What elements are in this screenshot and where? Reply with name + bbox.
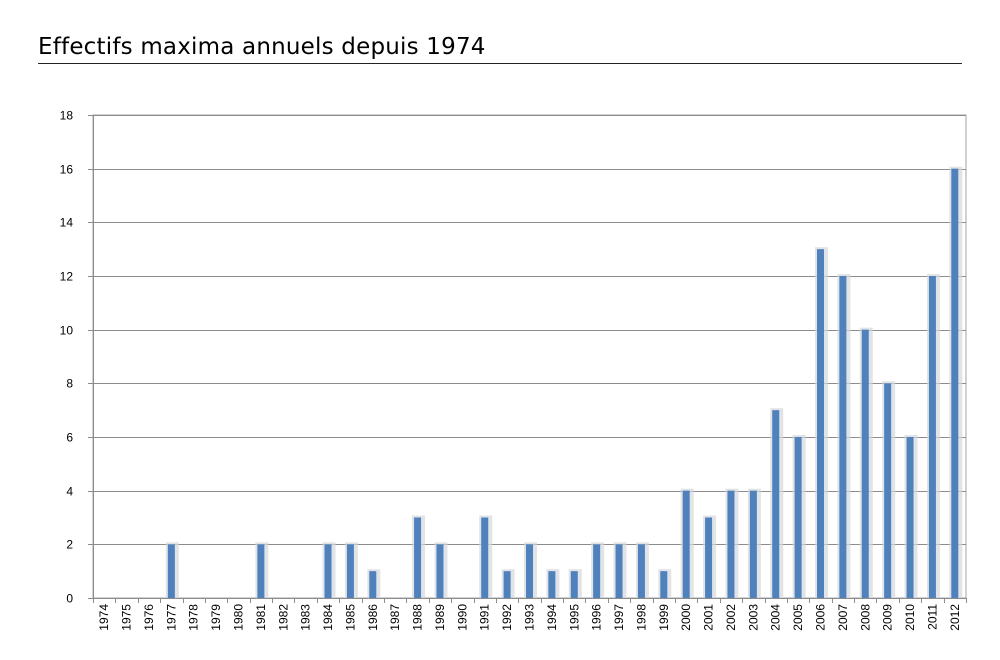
gridlines	[93, 115, 966, 545]
x-tick-label: 2002	[724, 604, 738, 631]
x-tick-label: 1974	[97, 604, 111, 631]
bar-1991	[481, 517, 489, 598]
x-tick-label: 1988	[411, 604, 425, 631]
x-tick-label: 2001	[702, 604, 716, 631]
bar-1977	[167, 544, 175, 598]
y-tick-label: 18	[60, 109, 74, 123]
bar-1999	[660, 571, 668, 598]
x-tick-label: 1975	[120, 604, 134, 631]
x-tick-label: 1976	[142, 604, 156, 631]
x-tick-label: 1986	[366, 604, 380, 631]
bar-1994	[548, 571, 556, 598]
bar-2006	[817, 249, 824, 598]
title-underline	[38, 63, 962, 64]
bars	[165, 166, 963, 598]
bar-1989	[436, 544, 444, 598]
x-tick-label: 1981	[254, 604, 268, 631]
x-tick-label: 2005	[791, 604, 805, 631]
bar-2005	[794, 437, 802, 598]
x-tick-label: 2000	[679, 604, 693, 631]
y-axis-ticks: 0 2 4 6 8 10 12 14 16 18	[60, 109, 93, 606]
bar-2002	[727, 490, 735, 598]
bar-1984	[324, 544, 332, 598]
y-tick-label: 6	[66, 431, 73, 445]
x-tick-label: 1985	[343, 604, 357, 631]
y-tick-label: 12	[60, 270, 74, 284]
x-tick-label: 1989	[433, 604, 447, 631]
x-tick-label: 1984	[321, 604, 335, 631]
x-tick-label: 2004	[769, 604, 783, 631]
bar-1995	[570, 571, 578, 598]
y-tick-label: 14	[60, 216, 74, 230]
x-tick-label: 1992	[500, 604, 514, 631]
bar-2011	[928, 276, 936, 598]
bar-1996	[593, 544, 601, 598]
x-tick-label: 1982	[276, 604, 290, 631]
bar-1992	[503, 571, 511, 598]
bar-2003	[749, 490, 757, 598]
x-axis-ticks: 1974 1975 1976 1977 1978 1979 1980 1981 1982 1983…	[93, 598, 967, 631]
bar-1988	[414, 517, 422, 598]
x-tick-label: 1997	[612, 604, 626, 631]
bar-1997	[615, 544, 623, 598]
x-tick-label: 1977	[164, 604, 178, 631]
y-tick-label: 0	[66, 592, 73, 606]
x-tick-label: 2007	[836, 604, 850, 631]
x-tick-label: 1990	[455, 604, 469, 631]
x-tick-label: 1991	[478, 604, 492, 631]
plot-area-border	[92, 114, 967, 599]
bar-2010	[906, 437, 914, 598]
x-tick-label: 1987	[388, 604, 402, 631]
x-tick-label: 2006	[814, 604, 828, 631]
x-tick-label: 1980	[232, 604, 246, 631]
x-tick-label: 2012	[948, 604, 962, 631]
x-tick-label: 1978	[187, 604, 201, 631]
x-tick-label: 1998	[634, 604, 648, 631]
x-tick-label: 1996	[590, 604, 604, 631]
x-tick-label: 2008	[858, 604, 872, 631]
y-tick-label: 16	[60, 163, 74, 177]
bar-2004	[772, 410, 780, 598]
x-tick-label: 2010	[903, 604, 917, 631]
bar-2007	[839, 276, 847, 598]
x-tick-label: 2009	[881, 604, 895, 631]
bar-1981	[257, 544, 265, 598]
x-tick-label: 2011	[925, 604, 939, 630]
x-tick-label: 2003	[746, 604, 760, 631]
bar-2001	[705, 517, 713, 598]
x-tick-label: 1979	[209, 604, 223, 631]
bar-1998	[637, 544, 645, 598]
page-title: Effectifs maxima annuels depuis 1974	[38, 34, 486, 60]
bar-1993	[526, 544, 533, 598]
bar-2012	[951, 168, 959, 598]
y-tick-label: 8	[66, 377, 73, 391]
y-tick-label: 4	[66, 485, 73, 499]
x-tick-label: 1993	[523, 604, 537, 631]
x-tick-label: 1994	[545, 604, 559, 631]
x-tick-label: 1983	[299, 604, 313, 631]
x-tick-label: 1995	[567, 604, 581, 631]
y-tick-label: 10	[60, 324, 74, 338]
bar-1985	[346, 544, 354, 598]
bar-1986	[369, 571, 377, 598]
bar-2000	[682, 490, 690, 598]
bar-2008	[861, 329, 869, 598]
x-tick-label: 1999	[657, 604, 671, 631]
bar-2009	[884, 383, 892, 598]
y-tick-label: 2	[66, 538, 73, 552]
